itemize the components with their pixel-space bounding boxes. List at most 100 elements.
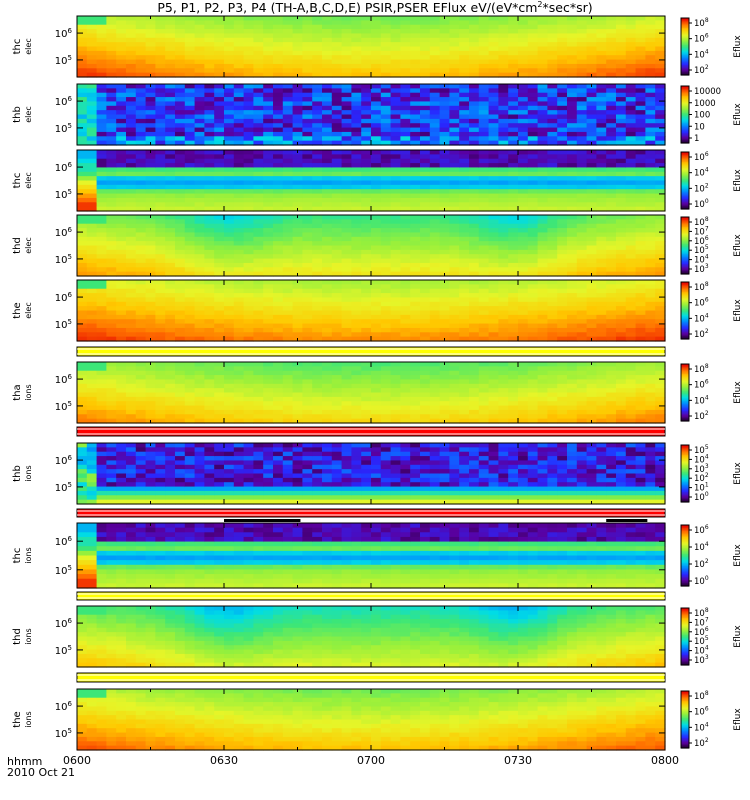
heat-cell xyxy=(645,180,656,186)
heat-cell xyxy=(478,158,490,164)
heat-cell xyxy=(478,254,490,260)
heat-cell xyxy=(351,215,362,220)
heat-cell xyxy=(371,297,382,303)
heat-cell xyxy=(469,409,480,415)
heat-cell xyxy=(224,171,235,177)
heat-cell xyxy=(175,131,186,137)
heat-cell xyxy=(253,409,264,415)
heat-cell xyxy=(537,59,548,65)
heat-cell xyxy=(518,16,529,21)
heat-cell xyxy=(429,42,441,48)
heat-cell xyxy=(86,418,98,424)
heat-cell xyxy=(625,223,637,229)
heat-cell xyxy=(341,123,352,129)
heat-cell xyxy=(655,110,666,116)
heat-cell xyxy=(557,409,568,415)
heat-cell xyxy=(184,219,196,225)
heat-cell xyxy=(224,24,235,30)
heat-cell xyxy=(155,418,166,424)
heat-cell xyxy=(175,301,186,307)
heat-cell xyxy=(498,332,509,338)
heat-cell xyxy=(96,223,107,229)
heat-cell xyxy=(459,167,470,173)
heat-cell xyxy=(312,362,323,367)
heat-cell xyxy=(263,176,274,182)
heat-cell xyxy=(380,336,392,342)
heat-cell xyxy=(155,370,166,376)
heat-cell xyxy=(184,280,196,285)
heat-cell xyxy=(449,215,460,220)
heat-cell xyxy=(194,262,205,268)
heat-cell xyxy=(331,105,343,111)
heat-cell xyxy=(282,379,294,385)
heat-cell xyxy=(371,249,382,255)
heat-cell xyxy=(155,127,166,133)
heat-cell xyxy=(282,202,294,208)
heat-cell xyxy=(116,206,127,212)
heat-cell xyxy=(243,37,254,43)
heat-cell xyxy=(410,228,421,234)
heat-cell xyxy=(77,131,88,137)
heat-cell xyxy=(243,245,254,251)
heat-cell xyxy=(77,105,88,111)
heat-cell xyxy=(596,193,607,199)
heat-cell xyxy=(439,176,450,182)
heat-cell xyxy=(233,262,245,268)
heat-cell xyxy=(331,336,343,342)
heat-cell xyxy=(224,46,235,52)
heat-cell xyxy=(194,383,205,389)
heat-cell xyxy=(518,37,529,43)
heat-cell xyxy=(263,297,274,303)
heat-cell xyxy=(282,59,294,65)
heat-cell xyxy=(371,55,382,61)
heat-cell xyxy=(469,232,480,238)
heat-cell xyxy=(449,375,460,381)
heat-cell xyxy=(135,284,147,290)
heat-cell xyxy=(616,232,627,238)
heat-cell xyxy=(282,306,294,312)
heat-cell xyxy=(77,118,88,124)
heat-cell xyxy=(204,241,215,247)
heat-cell xyxy=(292,163,303,169)
heat-cell xyxy=(439,232,450,238)
heat-cell xyxy=(341,323,352,329)
heat-cell xyxy=(145,288,156,294)
heat-cell xyxy=(469,366,480,372)
heat-cell xyxy=(449,314,460,320)
heat-cell xyxy=(518,140,529,146)
heat-cell xyxy=(86,401,98,407)
heat-cell xyxy=(576,362,588,367)
heat-cell xyxy=(488,46,499,52)
heat-cell xyxy=(478,297,490,303)
heat-cell xyxy=(341,180,352,186)
heat-cell xyxy=(557,92,568,98)
heat-cell xyxy=(635,171,646,177)
heat-cell xyxy=(498,379,509,385)
heat-cell xyxy=(155,158,166,164)
heat-cell xyxy=(527,136,539,142)
heat-cell xyxy=(273,105,284,111)
heat-cell xyxy=(576,401,588,407)
heat-cell xyxy=(469,24,480,30)
heat-cell xyxy=(410,267,421,273)
heat-cell xyxy=(126,262,137,268)
heat-cell xyxy=(214,189,225,195)
heat-cell xyxy=(86,271,98,277)
heat-cell xyxy=(390,180,401,186)
heat-cell xyxy=(263,171,274,177)
heat-cell xyxy=(537,409,548,415)
heat-cell xyxy=(606,319,617,325)
heat-cell xyxy=(253,284,264,290)
heat-cell xyxy=(616,206,627,212)
heat-cell xyxy=(498,189,509,195)
heat-cell xyxy=(351,409,362,415)
heat-cell xyxy=(429,110,441,116)
heat-cell xyxy=(233,271,245,277)
heat-cell xyxy=(469,271,480,277)
heat-cell xyxy=(390,63,401,69)
heat-cell xyxy=(194,392,205,398)
heat-cell xyxy=(469,362,480,367)
heat-cell xyxy=(155,262,166,268)
heat-cell xyxy=(645,280,656,285)
